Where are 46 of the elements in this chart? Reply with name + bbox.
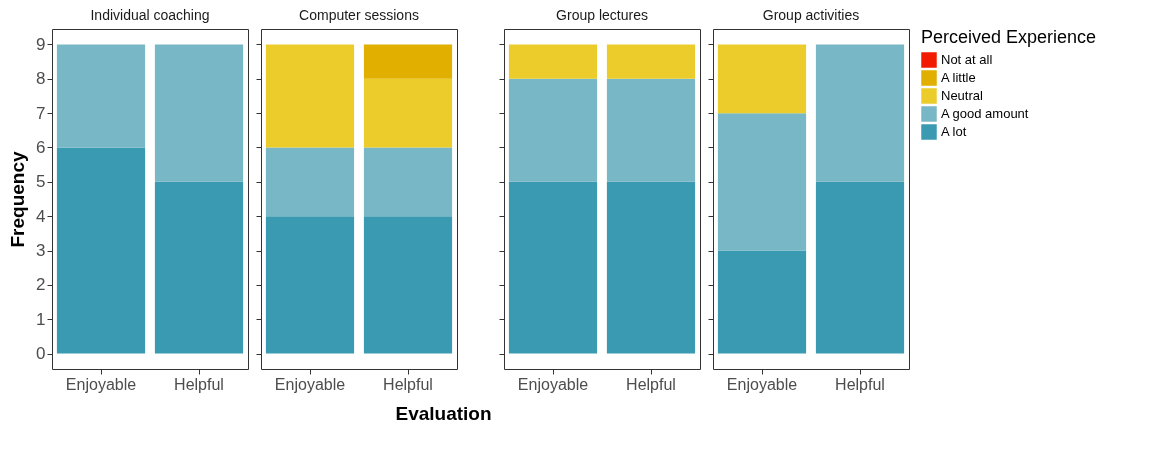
y-tick-label: 2 [36,275,46,295]
x-tick-label: Enjoyable [65,375,137,393]
chart-title: Group activities [762,7,860,23]
legend-label: Neutral [941,88,984,103]
x-tick-label: Enjoyable [517,375,589,393]
legend-title: Perceived Experience [921,27,1097,47]
x-tick-label: Helpful [626,375,676,393]
bar [56,44,146,148]
bar [363,216,453,354]
x-tick-label: Helpful [383,375,433,393]
bar [265,147,355,217]
bar [815,44,905,182]
chart-title: Group lectures [556,7,648,23]
bar [363,78,453,148]
legend-label: A lot [941,124,967,139]
y-tick-label: 6 [36,137,46,157]
x-tick-label: Enjoyable [726,375,798,393]
x-tick-label: Enjoyable [274,375,346,393]
x-tick-label: Helpful [174,375,224,393]
bar [717,44,807,114]
y-tick-label: 1 [36,309,46,329]
y-tick-label: 5 [36,172,46,192]
chart-title: Individual coaching [90,7,210,23]
bar [265,44,355,148]
bar [56,147,146,354]
legend-label: A good amount [941,106,1029,121]
legend-label: Not at all [941,52,993,67]
bar [363,147,453,217]
legend-label: A little [941,70,976,85]
bar [815,181,905,354]
bar [154,181,244,354]
bar [717,113,807,251]
x-axis-title: Evaluation [395,402,492,424]
x-tick-label: Helpful [835,375,885,393]
chart-title: Computer sessions [299,7,419,23]
bar [363,44,453,79]
y-tick-label: 8 [36,69,46,89]
y-tick-label: 0 [36,344,46,364]
y-axis-title: Frequency [7,151,29,248]
bar [717,250,807,354]
bar [154,44,244,182]
bar [265,216,355,354]
y-tick-label: 3 [36,241,46,261]
y-tick-label: 4 [36,206,46,226]
y-tick-label: 7 [36,103,46,123]
y-tick-label: 9 [36,34,46,54]
